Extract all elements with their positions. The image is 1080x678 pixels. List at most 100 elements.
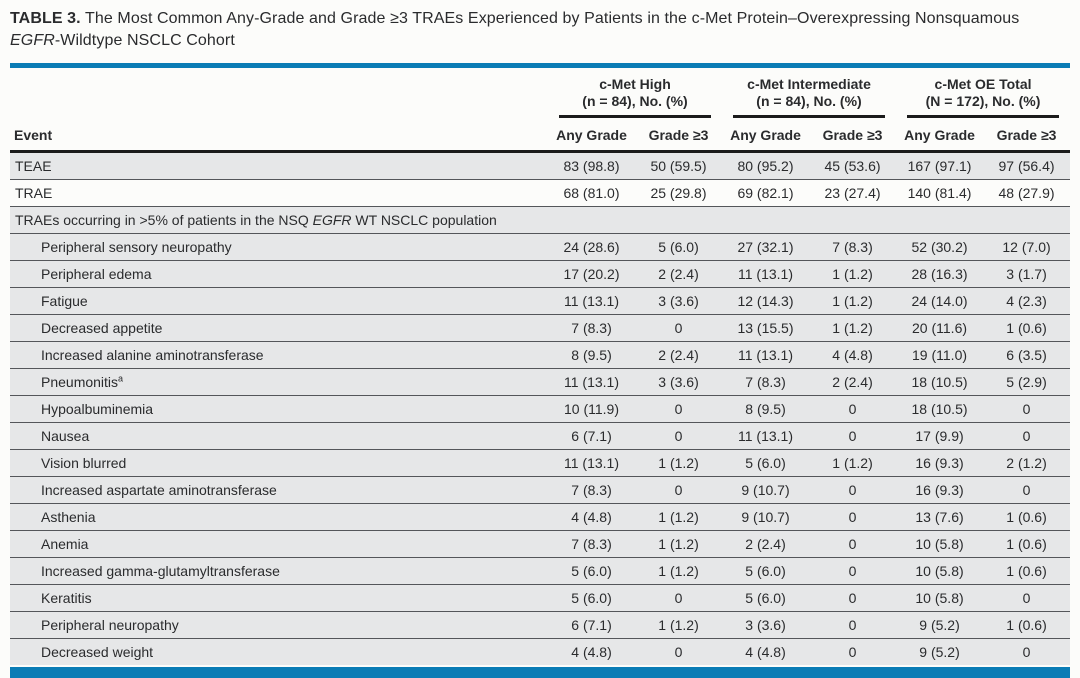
value-cell: 9 (5.2) bbox=[896, 638, 984, 665]
value-cell: 16 (9.3) bbox=[896, 476, 984, 504]
value-cell: 1 (1.2) bbox=[635, 611, 722, 639]
value-cell: 2 (2.4) bbox=[809, 368, 897, 396]
table-row: Hypoalbuminemia 10 (11.9) 0 8 (9.5) 0 18 (10.… bbox=[10, 395, 1071, 423]
table-row: Fatigue 11 (13.1) 3 (3.6) 12 (14.3) 1 (1.2) 2… bbox=[10, 287, 1071, 315]
table-row: Decreased appetite 7 (8.3) 0 13 (15.5) 1 (1.… bbox=[10, 314, 1071, 342]
value-cell: 0 bbox=[809, 584, 897, 612]
value-cell: 3 (3.6) bbox=[635, 287, 722, 315]
value-cell: 2 (2.4) bbox=[635, 260, 722, 288]
value-cell: 0 bbox=[809, 395, 897, 423]
value-cell: 1 (1.2) bbox=[809, 260, 897, 288]
event-cell: Decreased weight bbox=[10, 638, 548, 665]
value-cell: 1 (1.2) bbox=[635, 503, 722, 531]
value-cell: 0 bbox=[809, 422, 897, 450]
value-cell: 10 (5.8) bbox=[896, 557, 984, 585]
value-cell: 0 bbox=[983, 638, 1071, 665]
value-cell: 4 (4.8) bbox=[548, 638, 635, 665]
event-cell: TRAE bbox=[10, 179, 548, 207]
value-cell: 0 bbox=[809, 476, 897, 504]
event-cell: Peripheral neuropathy bbox=[10, 611, 548, 639]
group-title: c-Met OE Total bbox=[934, 76, 1032, 92]
value-cell: 8 (9.5) bbox=[722, 395, 809, 423]
value-cell: 1 (1.2) bbox=[635, 449, 722, 477]
table-row: Anemia 7 (8.3) 1 (1.2) 2 (2.4) 0 10 (5.8) 1 (0… bbox=[10, 530, 1071, 558]
bottom-blue-rule bbox=[10, 667, 1070, 678]
event-cell: Vision blurred bbox=[10, 449, 548, 477]
group-title: c-Met Intermediate bbox=[747, 76, 871, 92]
value-cell: 5 (6.0) bbox=[722, 557, 809, 585]
value-cell: 50 (59.5) bbox=[635, 151, 722, 180]
event-cell: Keratitis bbox=[10, 584, 548, 612]
value-cell: 10 (11.9) bbox=[548, 395, 635, 423]
section-header-row: TRAEs occurring in >5% of patients in th… bbox=[10, 206, 1071, 234]
value-cell: 0 bbox=[809, 503, 897, 531]
value-cell: 19 (11.0) bbox=[896, 341, 984, 369]
value-cell: 9 (5.2) bbox=[896, 611, 984, 639]
value-cell: 140 (81.4) bbox=[896, 179, 984, 207]
value-cell: 1 (0.6) bbox=[983, 314, 1071, 342]
value-cell: 3 (3.6) bbox=[635, 368, 722, 396]
value-cell: 1 (0.6) bbox=[983, 611, 1071, 639]
value-cell: 0 bbox=[809, 530, 897, 558]
value-cell: 0 bbox=[809, 611, 897, 639]
value-cell: 0 bbox=[635, 476, 722, 504]
value-cell: 5 (6.0) bbox=[722, 449, 809, 477]
value-cell: 45 (53.6) bbox=[809, 151, 897, 180]
value-cell: 0 bbox=[983, 422, 1071, 450]
value-cell: 1 (0.6) bbox=[983, 530, 1071, 558]
table-row: Keratitis 5 (6.0) 0 5 (6.0) 0 10 (5.8) 0 bbox=[10, 584, 1071, 612]
value-cell: 0 bbox=[983, 395, 1071, 423]
group-title: c-Met High bbox=[599, 76, 671, 92]
value-cell: 0 bbox=[983, 476, 1071, 504]
table-row: Increased gamma-glutamyltransferase 5 (6.… bbox=[10, 557, 1071, 585]
value-cell: 5 (6.0) bbox=[548, 584, 635, 612]
value-cell: 9 (10.7) bbox=[722, 503, 809, 531]
value-cell: 1 (0.6) bbox=[983, 503, 1071, 531]
event-cell: Nausea bbox=[10, 422, 548, 450]
value-cell: 1 (1.2) bbox=[809, 314, 897, 342]
title-line1: The Most Common Any-Grade and Grade ≥3 T… bbox=[85, 10, 1020, 27]
table-row: Peripheral edema 17 (20.2) 2 (2.4) 11 (13.1… bbox=[10, 260, 1071, 288]
event-cell: Pneumonitisa bbox=[10, 368, 548, 396]
table-row: Asthenia 4 (4.8) 1 (1.2) 9 (10.7) 0 13 (7.6) 1… bbox=[10, 503, 1071, 531]
value-cell: 1 (1.2) bbox=[635, 530, 722, 558]
value-cell: 167 (97.1) bbox=[896, 151, 984, 180]
value-cell: 17 (20.2) bbox=[548, 260, 635, 288]
event-cell: Anemia bbox=[10, 530, 548, 558]
value-cell: 4 (4.8) bbox=[548, 503, 635, 531]
value-cell: 4 (4.8) bbox=[809, 341, 897, 369]
value-cell: 16 (9.3) bbox=[896, 449, 984, 477]
value-cell: 3 (3.6) bbox=[722, 611, 809, 639]
group-subtitle: (n = 84), No. (%) bbox=[582, 93, 688, 109]
top-blue-rule bbox=[10, 63, 1070, 68]
value-cell: 11 (13.1) bbox=[722, 341, 809, 369]
col-header-grade3-1: Grade ≥3 bbox=[635, 118, 722, 153]
value-cell: 5 (6.0) bbox=[548, 557, 635, 585]
value-cell: 24 (14.0) bbox=[896, 287, 984, 315]
group-subtitle: (N = 172), No. (%) bbox=[925, 93, 1041, 109]
value-cell: 97 (56.4) bbox=[983, 151, 1071, 180]
event-header-spacer bbox=[10, 68, 548, 118]
value-cell: 12 (14.3) bbox=[722, 287, 809, 315]
event-cell: Increased gamma-glutamyltransferase bbox=[10, 557, 548, 585]
event-cell: Increased alanine aminotransferase bbox=[10, 341, 548, 369]
value-cell: 18 (10.5) bbox=[896, 368, 984, 396]
table-row: Peripheral sensory neuropathy 24 (28.6) 5 … bbox=[10, 233, 1071, 261]
value-cell: 25 (29.8) bbox=[635, 179, 722, 207]
value-cell: 0 bbox=[809, 557, 897, 585]
value-cell: 11 (13.1) bbox=[548, 287, 635, 315]
footnote-marker: a bbox=[118, 373, 124, 384]
value-cell: 4 (2.3) bbox=[983, 287, 1071, 315]
event-cell: Increased aspartate aminotransferase bbox=[10, 476, 548, 504]
value-cell: 11 (13.1) bbox=[722, 422, 809, 450]
col-header-any-grade-1: Any Grade bbox=[548, 118, 635, 153]
event-cell: Decreased appetite bbox=[10, 314, 548, 342]
value-cell: 6 (7.1) bbox=[548, 611, 635, 639]
col-header-any-grade-2: Any Grade bbox=[722, 118, 809, 153]
value-cell: 17 (9.9) bbox=[896, 422, 984, 450]
value-cell: 3 (1.7) bbox=[983, 260, 1071, 288]
value-cell: 0 bbox=[635, 314, 722, 342]
value-cell: 69 (82.1) bbox=[722, 179, 809, 207]
